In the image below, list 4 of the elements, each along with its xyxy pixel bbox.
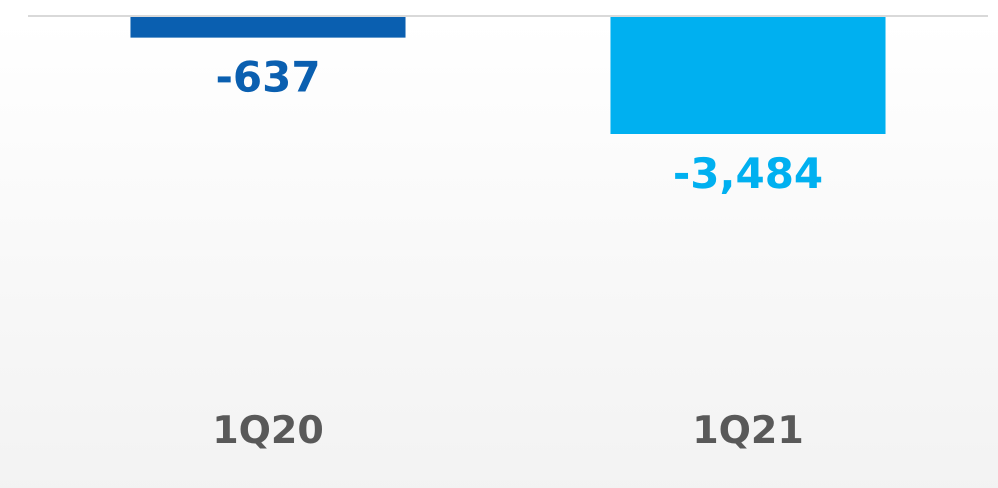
x-tick-label: 1Q20	[212, 408, 324, 452]
data-label: -3,484	[672, 148, 824, 198]
x-tick-label: 1Q21	[692, 408, 804, 452]
data-label: -637	[215, 52, 321, 102]
